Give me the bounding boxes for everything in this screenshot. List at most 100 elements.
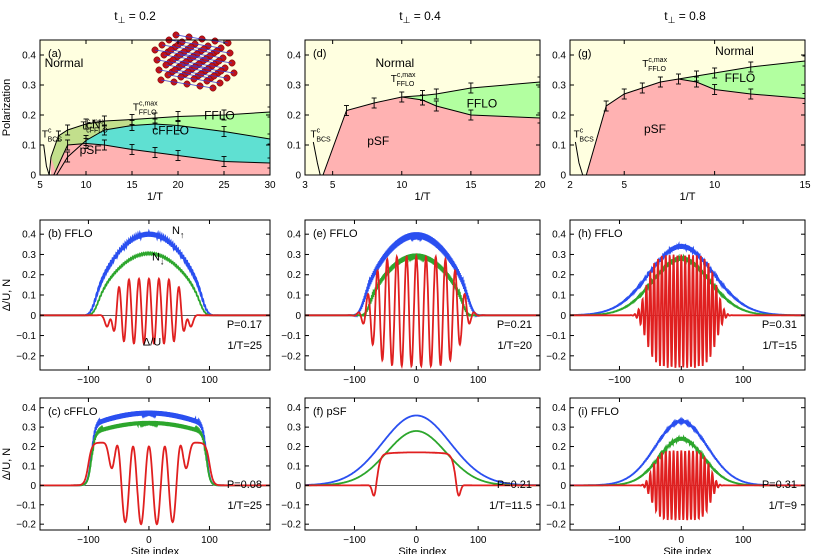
annotation-main: T: [80, 121, 86, 132]
annotation-sup: c: [317, 128, 321, 135]
panel-label: (a): [48, 48, 61, 60]
x-tick-label: 15: [465, 180, 477, 191]
lattice-bond: [156, 59, 210, 69]
panel-label: (b) FFLO: [48, 228, 93, 240]
y-axis-label: Δ/U, N: [1, 279, 13, 311]
x-tick-label: 0: [146, 375, 152, 386]
lattice-bond: [179, 54, 233, 64]
x-tick-label: 5: [621, 180, 627, 191]
axes-frame: [569, 39, 806, 176]
annotation-main: T: [42, 130, 48, 141]
panel-b: N↑N↓Δ/UP=0.171/T=25(b) FFLO−100 0 100−0.2−…: [1, 219, 271, 386]
series-label-main: N: [172, 225, 180, 237]
plot-area-f: [305, 414, 540, 497]
x-axis-label: Site index: [398, 546, 447, 554]
series-gap: [570, 254, 805, 368]
y-tick-label: 0.2: [22, 111, 36, 122]
y-tick-label: 0.1: [287, 141, 301, 152]
y-tick-label: −0.1: [281, 331, 301, 342]
y-tick-label: 0.3: [22, 250, 36, 261]
panel-label: (e) FFLO: [313, 228, 358, 240]
boundary-upper: [322, 81, 540, 175]
series-n-up: [570, 241, 805, 317]
boundary-upper: [50, 111, 270, 158]
lattice-bond: [158, 69, 212, 79]
series-label: N↓: [152, 252, 164, 267]
y-tick-label: 0.3: [22, 423, 36, 434]
x-axis-label: Site index: [131, 546, 180, 554]
y-tick-label: 0.4: [287, 230, 301, 241]
svg-text:t⊥ = 0.2: t⊥ = 0.2: [114, 9, 156, 25]
series-n-down: [40, 420, 270, 487]
y-tick-label: −0.2: [16, 520, 36, 531]
y-tick-label: 0.2: [22, 442, 36, 453]
region-label-fflo: FFLO: [467, 97, 498, 111]
annotation-sup: c,max: [139, 101, 158, 108]
region-label-psf: pSF: [80, 143, 102, 157]
plot-area-i: [570, 416, 805, 521]
y-tick-label: 0.3: [287, 423, 301, 434]
tc-curve: [574, 141, 587, 175]
y-tick-label: 0.3: [552, 250, 566, 261]
annotation-label: Tc BCS: [311, 128, 332, 144]
y-tick-label: 0.2: [22, 270, 36, 281]
panel-label: (d): [313, 48, 326, 60]
series-gap: [305, 253, 540, 370]
boundary-upper: [585, 60, 805, 175]
series-n-up: [305, 414, 540, 487]
region-label-normal: Normal: [715, 44, 754, 58]
y-tick-label: −0.2: [16, 351, 36, 362]
plot-area-e: [305, 232, 540, 370]
y-tick-label: 0.1: [552, 461, 566, 472]
region-label-cn: cN: [86, 118, 101, 132]
region-fflo: [678, 61, 805, 99]
series-label: Δ/U: [143, 337, 161, 349]
y-tick-label: 0.4: [287, 51, 301, 62]
info-label: 1/T=15: [762, 340, 797, 352]
y-tick-label: 0.4: [22, 230, 36, 241]
y-tick-label: −0.2: [281, 520, 301, 531]
annotation-main: T: [133, 103, 139, 114]
annotation-sup: c: [48, 128, 52, 135]
x-tick-label: 100: [201, 535, 218, 546]
y-tick-label: 0.4: [552, 230, 566, 241]
region-fflo: [132, 112, 270, 139]
tc-curve: [43, 144, 52, 175]
y-tick-label: 0.1: [552, 291, 566, 302]
y-axis-label: Δ/U, N: [1, 448, 13, 480]
plot-area-c: [40, 410, 270, 526]
x-tick-label: −100: [77, 535, 100, 546]
x-tick-label: 25: [218, 180, 230, 191]
y-tick-label: 0.4: [552, 403, 566, 414]
info-label: P=0.31: [762, 319, 797, 331]
annotation-sub: BCS: [48, 137, 63, 144]
annotation-sub: cFFLO: [86, 128, 108, 135]
column-title-3: t⊥ = 0.8: [664, 9, 706, 25]
annotation-sub: FFLO: [139, 110, 157, 117]
info-label: P=0.21: [497, 319, 532, 331]
y-tick-label: 0.2: [552, 442, 566, 453]
x-tick-label: −100: [608, 535, 631, 546]
y-tick-label: 0.3: [22, 81, 36, 92]
x-tick-label: 0: [414, 375, 420, 386]
y-tick-label: 0.3: [552, 81, 566, 92]
y-tick-label: 0: [30, 311, 36, 322]
series-n-up: [305, 232, 540, 318]
y-tick-label: 0.1: [22, 141, 36, 152]
series-n-down: [305, 430, 540, 487]
y-tick-label: −0.1: [546, 500, 566, 511]
y-tick-label: 0.4: [287, 403, 301, 414]
info-label: P=0.08: [227, 479, 262, 491]
series-label: N↑: [172, 225, 184, 240]
lattice-inset-image: [151, 31, 238, 92]
y-tick-label: 0.1: [552, 141, 566, 152]
y-tick-label: 0: [30, 171, 36, 182]
y-tick-label: 0.4: [552, 51, 566, 62]
y-tick-label: 0: [30, 481, 36, 492]
axes-frame: [39, 397, 271, 531]
panel-label: (f) pSF: [313, 406, 347, 418]
x-tick-label: 3: [302, 180, 308, 191]
panel-label: (g): [578, 48, 591, 60]
